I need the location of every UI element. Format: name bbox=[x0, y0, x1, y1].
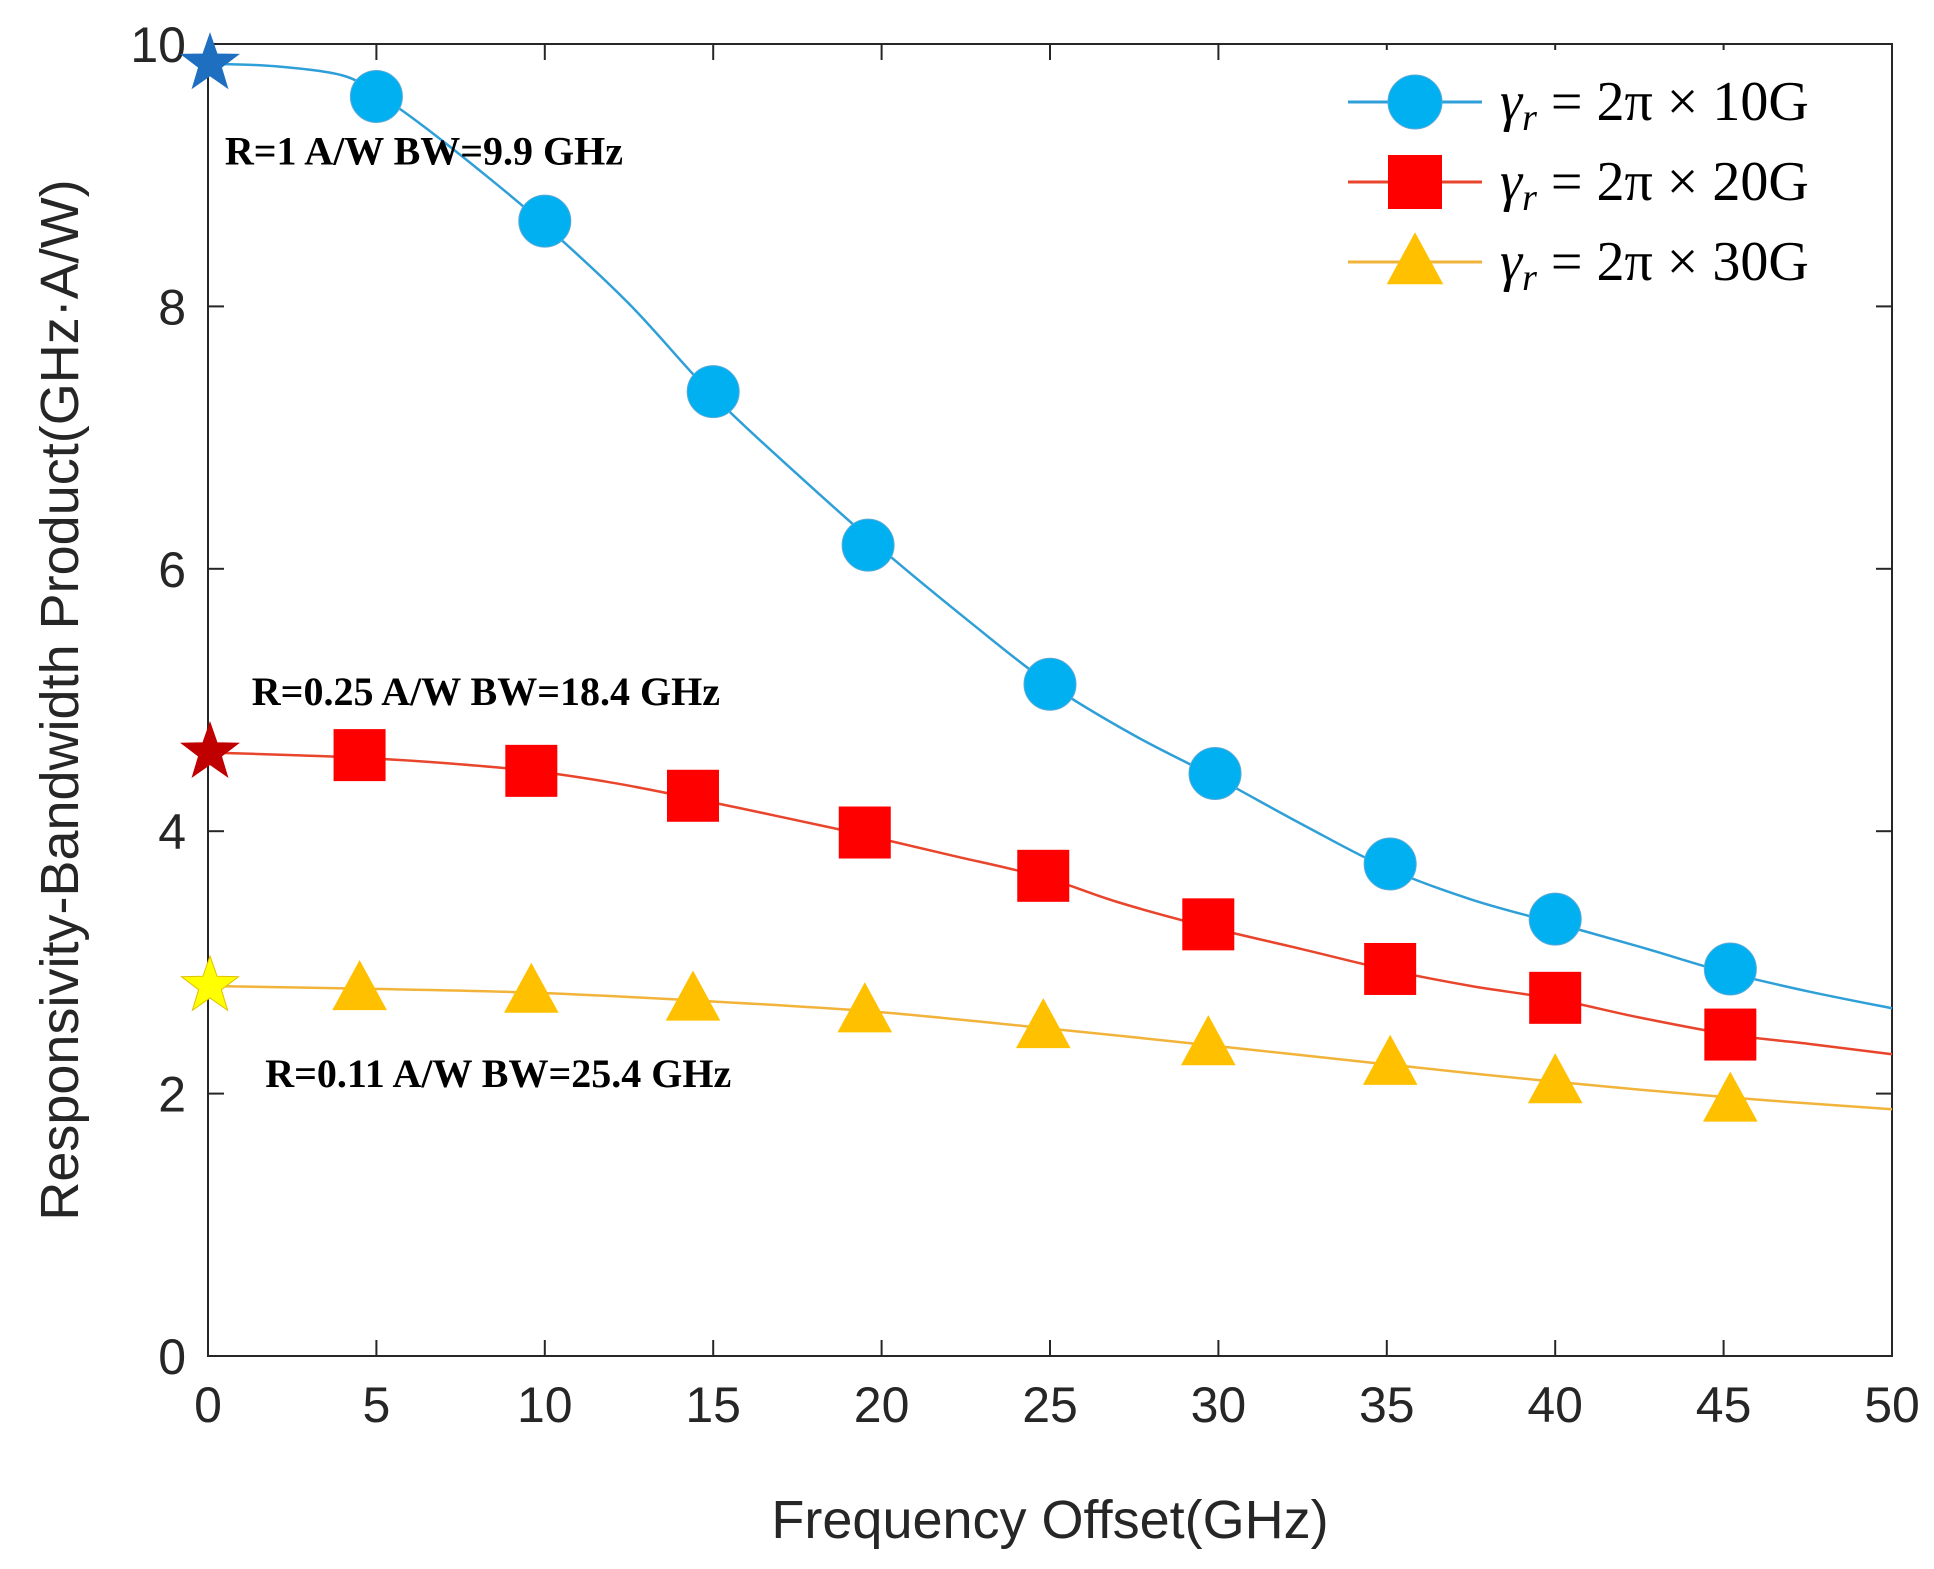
legend-subscript: r bbox=[1522, 97, 1537, 139]
legend-marker-1 bbox=[1387, 74, 1443, 130]
legend-label-2: γr = 2π × 20G bbox=[1500, 151, 1809, 219]
legend-subscript: r bbox=[1522, 177, 1537, 219]
series-1-point-8 bbox=[1528, 892, 1582, 946]
series-1-point-3 bbox=[686, 365, 740, 419]
series-3-point-9 bbox=[1703, 1071, 1758, 1122]
series-3-point-6 bbox=[1181, 1015, 1236, 1066]
legend-expression: = 2π × 20G bbox=[1537, 151, 1809, 213]
legend-symbol: γ bbox=[1500, 231, 1524, 293]
legend-marker-2 bbox=[1388, 155, 1442, 209]
legend-subscript: r bbox=[1522, 257, 1537, 299]
series-2-point-5 bbox=[1017, 849, 1070, 902]
x-tick-label-35: 35 bbox=[1359, 1377, 1415, 1433]
x-tick-label-15: 15 bbox=[685, 1377, 741, 1433]
series-3-point-7 bbox=[1362, 1034, 1418, 1085]
series-2-point-6 bbox=[1182, 898, 1235, 951]
series-2-point-3 bbox=[666, 769, 719, 822]
star-blue bbox=[180, 32, 240, 90]
series-2-point-8 bbox=[1529, 971, 1582, 1024]
ticks: 0 5 10 15 20 25 30 35 40 45 50 0 2 4 6 8 10 bbox=[130, 17, 1919, 1433]
y-tick-label-2: 2 bbox=[158, 1067, 186, 1123]
y-tick-label-8: 8 bbox=[158, 279, 186, 335]
series-3-point-1 bbox=[332, 960, 387, 1011]
series-1-point-9 bbox=[1703, 942, 1757, 996]
x-tick-label-40: 40 bbox=[1527, 1377, 1583, 1433]
x-tick-label-10: 10 bbox=[517, 1377, 573, 1433]
y-tick-label-10: 10 bbox=[130, 17, 186, 73]
star-red bbox=[180, 720, 240, 779]
series-line-2 bbox=[207, 751, 1893, 1056]
x-tick-label-0: 0 bbox=[194, 1377, 222, 1433]
series-3-point-2 bbox=[504, 962, 559, 1013]
special-points bbox=[180, 32, 240, 1012]
annotations: R=1 A/W BW=9.9 GHz R=0.25 A/W BW=18.4 GHz… bbox=[225, 129, 731, 1096]
series-2-point-1 bbox=[333, 729, 386, 782]
series-2-point-4 bbox=[838, 806, 891, 859]
annotation-1: R=1 A/W BW=9.9 GHz bbox=[225, 129, 623, 174]
star-yellow bbox=[180, 954, 240, 1012]
series-markers bbox=[332, 69, 1758, 1122]
x-tick-label-5: 5 bbox=[362, 1377, 390, 1433]
series-2-point-2 bbox=[505, 744, 558, 797]
series-3-point-8 bbox=[1527, 1053, 1583, 1104]
annotation-3: R=0.11 A/W BW=25.4 GHz bbox=[265, 1051, 731, 1096]
series-3-point-5 bbox=[1016, 998, 1071, 1049]
x-tick-label-45: 45 bbox=[1696, 1377, 1752, 1433]
x-tick-label-30: 30 bbox=[1191, 1377, 1247, 1433]
y-tick-label-6: 6 bbox=[158, 542, 186, 598]
legend-symbol: γ bbox=[1500, 151, 1524, 213]
series-3-point-3 bbox=[665, 970, 721, 1021]
x-axis-label: Frequency Offset(GHz) bbox=[771, 1490, 1328, 1550]
series-1-point-5 bbox=[1023, 657, 1077, 711]
y-axis-label: Responsivity-Bandwidth Product(GHz·A/W) bbox=[30, 179, 90, 1220]
legend-expression: = 2π × 30G bbox=[1537, 231, 1809, 293]
series-2-point-7 bbox=[1364, 942, 1417, 995]
legend-expression: = 2π × 10G bbox=[1537, 71, 1809, 133]
legend-label-1: γr = 2π × 10G bbox=[1500, 71, 1809, 139]
series-2-point-9 bbox=[1704, 1008, 1757, 1061]
x-tick-label-50: 50 bbox=[1864, 1377, 1920, 1433]
x-tick-label-20: 20 bbox=[854, 1377, 910, 1433]
legend-label-3: γr = 2π × 30G bbox=[1500, 231, 1809, 299]
series-1-point-6 bbox=[1188, 746, 1242, 800]
series-1-point-1 bbox=[349, 69, 403, 123]
x-tick-label-25: 25 bbox=[1022, 1377, 1078, 1433]
y-tick-label-4: 4 bbox=[158, 804, 186, 860]
legend-symbol: γ bbox=[1500, 71, 1524, 133]
series-1-point-4 bbox=[841, 518, 895, 572]
series-1-point-2 bbox=[518, 194, 572, 248]
y-tick-label-0: 0 bbox=[158, 1329, 186, 1385]
series-1-point-7 bbox=[1363, 837, 1417, 891]
legend-marker-3 bbox=[1386, 232, 1444, 285]
annotation-2: R=0.25 A/W BW=18.4 GHz bbox=[252, 669, 720, 714]
series-3-point-4 bbox=[837, 982, 893, 1033]
